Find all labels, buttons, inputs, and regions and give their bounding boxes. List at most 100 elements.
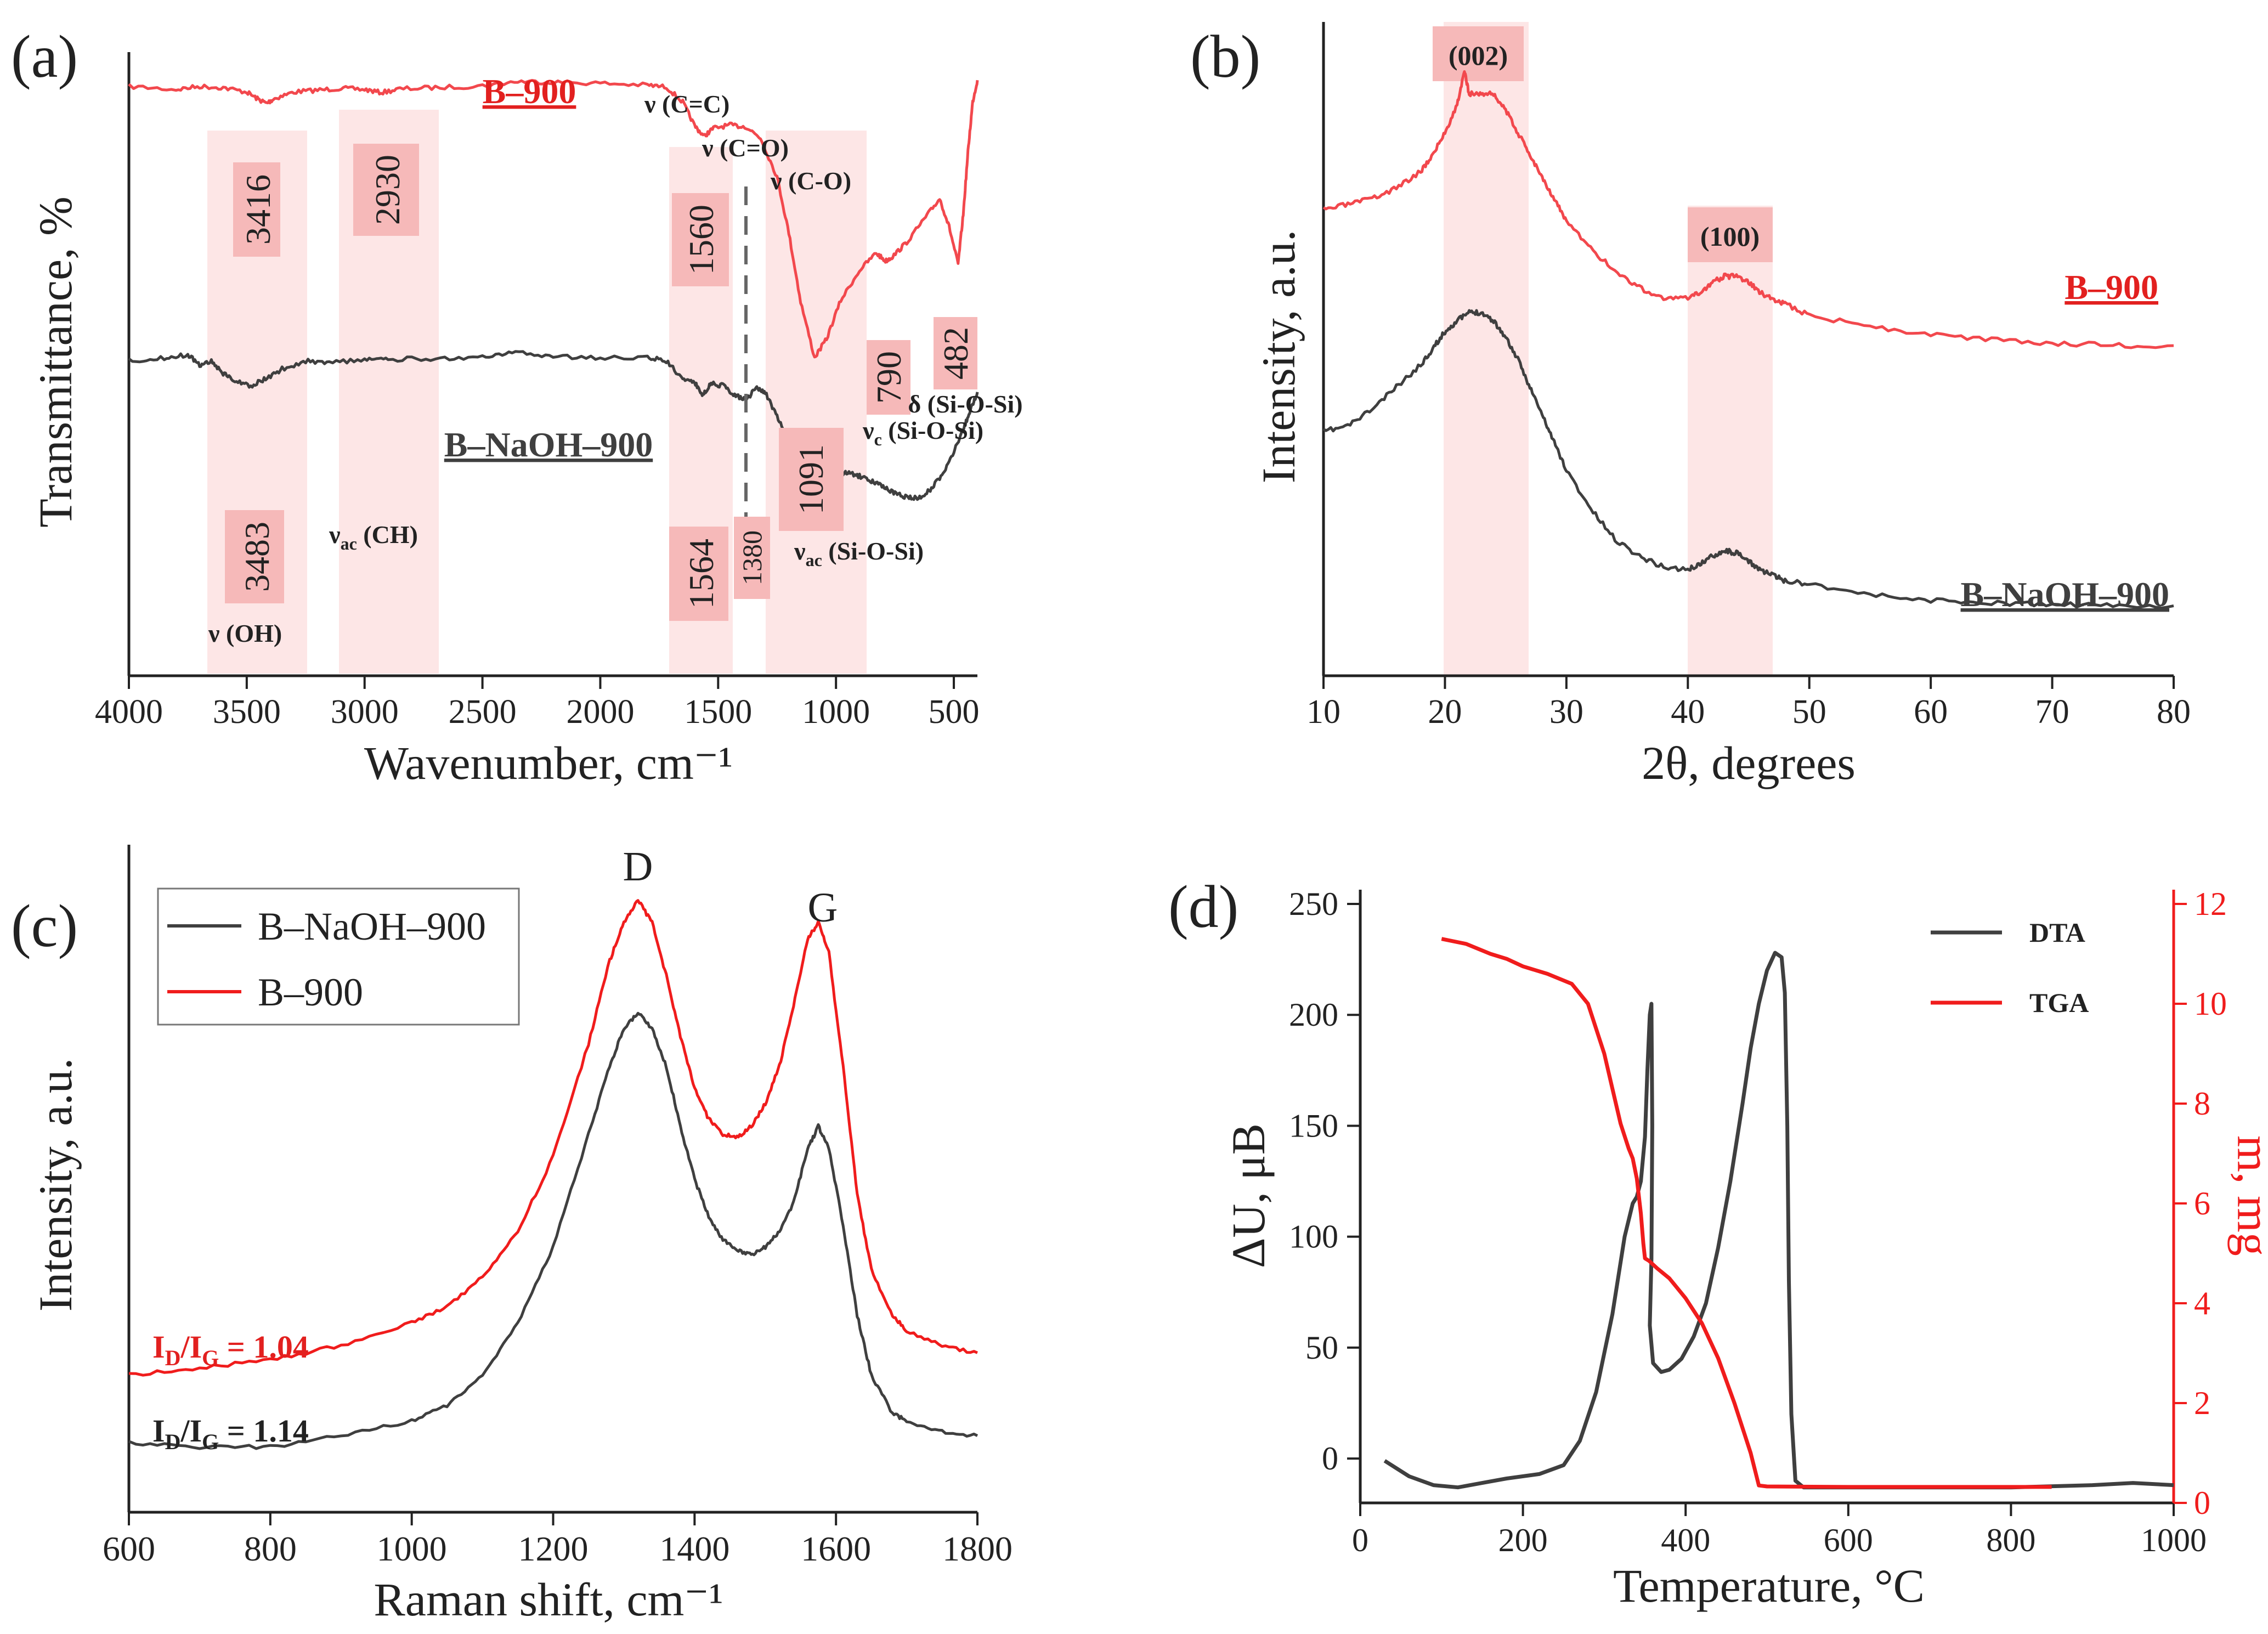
panel-label-d: (d) (1168, 873, 1238, 940)
d-y-tick-label: 50 (1305, 1330, 1338, 1366)
svg-text:B–900: B–900 (258, 970, 363, 1014)
peak-label-d: D (623, 844, 653, 890)
d-y-tick-label: 100 (1289, 1219, 1338, 1255)
a-x-tick-label: 1500 (684, 693, 752, 731)
b-x-tick-label: 20 (1428, 693, 1462, 731)
d-y2-tick-label: 2 (2194, 1385, 2210, 1421)
b-x-axis-label: 2θ, degrees (1642, 737, 1856, 789)
band-sio (766, 131, 867, 674)
svg-text:3483: 3483 (237, 522, 276, 592)
svg-text:482: 482 (936, 327, 975, 380)
d-x-tick-label: 200 (1498, 1522, 1548, 1558)
panel-label-c: (c) (11, 892, 78, 959)
b-x-tick-label: 50 (1792, 693, 1826, 731)
b-x-tick-label: 70 (2035, 693, 2069, 731)
c-x-tick-label: 800 (244, 1529, 297, 1568)
d-y-tick-label: 0 (1322, 1440, 1338, 1477)
a-x-tick-label: 2500 (449, 693, 517, 731)
d-y2-tick-label: 4 (2194, 1285, 2210, 1321)
d-y2-tick-label: 0 (2194, 1485, 2210, 1521)
c-y-axis-label: Intensity, a.u. (29, 1058, 82, 1312)
d-y-axis-label: ΔU, μB (1222, 1123, 1275, 1268)
svg-text:2930: 2930 (368, 155, 407, 225)
note-sios-c: νc (Si-O-Si) (862, 416, 983, 449)
d-y-tick-label: 250 (1289, 886, 1338, 922)
note-oh: ν (OH) (208, 619, 282, 647)
series-line-bnaoh900 (1322, 309, 2174, 609)
band-100 (1688, 206, 1773, 676)
peak-box-482: 482 (934, 317, 977, 389)
ratio-b900: ID/IG = 1.04 (152, 1329, 309, 1370)
series-line-b900 (128, 79, 979, 359)
ratio-bnaoh900: ID/IG = 1.14 (152, 1413, 309, 1454)
d-x-tick-label: 600 (1824, 1522, 1873, 1558)
series-line-bnaoh900 (128, 350, 979, 501)
note-ch: νac (CH) (329, 521, 418, 553)
b-x-tick-label: 80 (2157, 693, 2191, 731)
note-co-single: ν (C-O) (770, 167, 851, 195)
series-line-b900 (1322, 70, 2174, 349)
b-label-bnaoh900: B–NaOH–900 (1961, 575, 2169, 614)
c-x-tick-label: 1600 (801, 1529, 871, 1568)
b-label-b900: B–900 (2065, 268, 2158, 307)
peak-box-3483: 3483 (225, 510, 284, 603)
a-title-bnaoh900: B–NaOH–900 (444, 425, 653, 464)
d-x-tick-label: 0 (1352, 1522, 1368, 1558)
note-co-double: ν (C=O) (702, 134, 789, 162)
b-x-tick-label: 30 (1549, 693, 1583, 731)
d-y-tick-label: 200 (1289, 997, 1338, 1033)
band-002 (1444, 22, 1529, 676)
c-x-tick-label: 1200 (518, 1529, 589, 1568)
panel-b-xrd: 10 20 30 40 50 60 70 80 (b) Intensity, a.u. 2θ,… (1190, 22, 2191, 789)
svg-text:TGA: TGA (2029, 987, 2089, 1018)
b-x-tick-label: 40 (1671, 693, 1705, 731)
d-y2-tick-label: 10 (2194, 986, 2227, 1022)
panel-a-ftir: 4000 3500 3000 2500 2000 1500 1000 500 (a) Tran… (11, 23, 1023, 789)
series-line-tga (1441, 937, 2052, 1489)
note-cc: ν (C=C) (644, 90, 729, 118)
peak-box-1564: 1564 (669, 527, 728, 621)
a-x-tick-label: 2000 (566, 693, 634, 731)
svg-text:1560: 1560 (682, 205, 721, 275)
note-sios-delta: δ (Si-O-Si) (908, 390, 1022, 418)
svg-text:3416: 3416 (239, 174, 278, 245)
c-legend: B–NaOH–900 B–900 (157, 887, 520, 1026)
a-x-axis-label: Wavenumber, cm⁻¹ (364, 737, 733, 789)
a-x-tick-label: 1000 (802, 693, 870, 731)
c-x-tick-label: 1400 (659, 1529, 729, 1568)
c-x-tick-label: 1800 (942, 1529, 1013, 1568)
d-x-tick-label: 400 (1661, 1522, 1710, 1558)
d-y2-tick-label: 6 (2194, 1185, 2210, 1222)
a-x-tick-label: 500 (929, 693, 980, 731)
svg-text:1091: 1091 (791, 444, 830, 514)
peak-box-3416: 3416 (233, 162, 280, 257)
svg-text:790: 790 (869, 351, 908, 404)
svg-text:1380: 1380 (737, 530, 767, 585)
d-x-tick-label: 1000 (2141, 1522, 2207, 1558)
panel-c-raman: 600 800 1000 1200 1400 1600 1800 B–NaOH–900 B–… (11, 844, 1013, 1626)
b-x-tick-label: 10 (1306, 693, 1341, 731)
a-y-axis-label: Transmittance, % (29, 196, 82, 528)
series-line-b900 (128, 899, 978, 1377)
svg-text:DTA: DTA (2029, 917, 2085, 948)
panel-d-thermal: 0 200 400 600 800 100005010015020025002468101… (1168, 873, 2268, 1612)
d-y-tick-label: 150 (1289, 1107, 1338, 1144)
a-x-tick-label: 4000 (95, 693, 163, 731)
b-y-axis-label: Intensity, a.u. (1252, 230, 1305, 484)
a-x-tick-label: 3000 (331, 693, 399, 731)
d-x-tick-label: 800 (1986, 1522, 2035, 1558)
peak-box-1380: 1380 (734, 517, 770, 599)
d-y2-tick-label: 8 (2194, 1085, 2210, 1122)
series-line-bnaoh900 (128, 1011, 979, 1450)
a-title-b900: B–900 (483, 72, 576, 111)
peak-label-g: G (808, 885, 838, 931)
panel-label-b: (b) (1190, 23, 1260, 90)
peak-box-790: 790 (867, 340, 910, 415)
c-x-tick-label: 600 (103, 1529, 155, 1568)
note-sios-ac: νac (Si-O-Si) (794, 537, 924, 570)
d-legend: DTA TGA (1931, 917, 2089, 1018)
peak-box-1560: 1560 (672, 193, 729, 286)
svg-text:B–NaOH–900: B–NaOH–900 (258, 904, 486, 948)
peak-box-100 (1688, 207, 1773, 262)
